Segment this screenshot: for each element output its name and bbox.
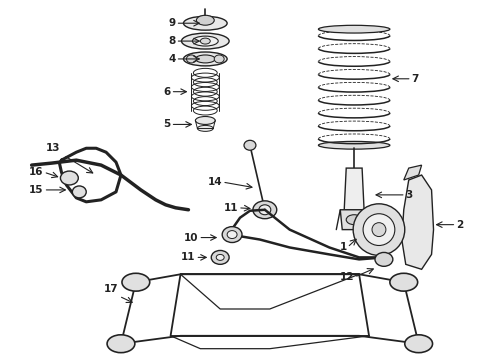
Ellipse shape [346,215,362,225]
Text: 9: 9 [169,18,175,28]
Text: 3: 3 [406,190,413,200]
Text: 8: 8 [168,36,175,46]
Ellipse shape [196,15,214,25]
Polygon shape [340,210,368,230]
Ellipse shape [216,255,224,260]
Ellipse shape [222,227,242,243]
Ellipse shape [60,171,78,185]
Text: 2: 2 [456,220,464,230]
Text: 7: 7 [412,74,419,84]
Text: 11: 11 [223,203,238,213]
Ellipse shape [187,55,196,63]
Ellipse shape [122,273,150,291]
Ellipse shape [253,201,277,219]
Ellipse shape [363,214,395,246]
Ellipse shape [181,33,229,49]
Ellipse shape [244,140,256,150]
Ellipse shape [196,55,215,63]
Ellipse shape [107,335,135,353]
Text: 5: 5 [163,120,171,130]
Polygon shape [404,165,421,180]
Ellipse shape [183,16,227,30]
Ellipse shape [211,251,229,264]
Text: 11: 11 [181,252,196,262]
Polygon shape [344,168,364,210]
Text: 10: 10 [184,233,198,243]
Ellipse shape [318,141,390,149]
Ellipse shape [405,335,433,353]
Ellipse shape [227,231,237,239]
Ellipse shape [353,204,405,255]
Ellipse shape [375,252,393,266]
Ellipse shape [183,52,227,66]
Ellipse shape [259,205,271,215]
Ellipse shape [200,38,210,44]
Polygon shape [402,175,434,269]
Ellipse shape [258,204,272,216]
Text: 16: 16 [29,167,44,177]
Text: 17: 17 [104,284,119,294]
Ellipse shape [197,125,213,131]
Text: 13: 13 [46,143,61,153]
Text: 15: 15 [29,185,44,195]
Ellipse shape [196,117,215,125]
Text: 1: 1 [340,243,347,252]
Text: 12: 12 [340,272,354,282]
Ellipse shape [318,25,390,33]
Ellipse shape [214,55,224,63]
Text: 14: 14 [208,177,222,187]
Text: 4: 4 [168,54,175,64]
Ellipse shape [372,223,386,237]
Ellipse shape [73,186,86,198]
Ellipse shape [193,36,218,46]
Text: 6: 6 [163,87,171,97]
Ellipse shape [390,273,417,291]
